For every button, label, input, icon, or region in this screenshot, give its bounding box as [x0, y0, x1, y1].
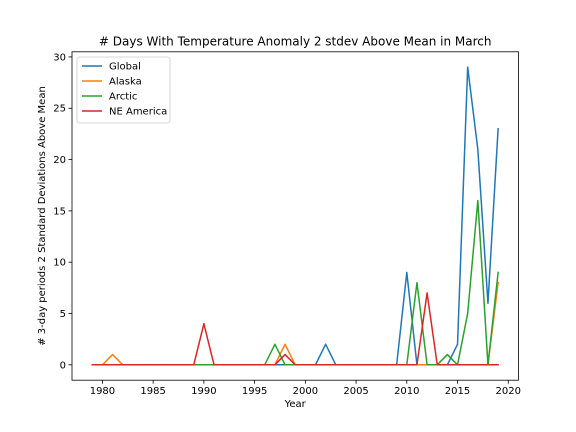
data-point — [162, 364, 164, 366]
data-point — [274, 364, 276, 366]
data-point — [325, 364, 327, 366]
y-tick-label: 15 — [53, 206, 66, 217]
data-point — [254, 364, 256, 366]
data-point — [456, 364, 459, 366]
data-point — [203, 323, 205, 325]
data-point — [477, 148, 479, 150]
y-tick-label: 0 — [60, 360, 66, 371]
data-point — [274, 343, 276, 345]
data-point — [467, 312, 469, 315]
legend-box — [76, 56, 171, 124]
y-tick-label: 30 — [53, 52, 66, 63]
data-point — [284, 343, 286, 345]
data-point — [152, 364, 154, 366]
data-point — [111, 353, 114, 356]
y-tick-label: 5 — [60, 309, 66, 320]
data-point — [365, 364, 367, 366]
data-point — [183, 364, 185, 366]
x-tick-label: 2010 — [394, 386, 419, 397]
x-tick-label: 1980 — [90, 386, 115, 397]
data-point — [497, 128, 499, 130]
data-point — [345, 364, 347, 366]
y-axis-label: # 3-day periods 2 Standard Deviations Ab… — [37, 86, 48, 346]
data-point — [284, 364, 286, 366]
data-point — [101, 364, 104, 366]
data-point — [497, 282, 499, 284]
data-point — [406, 364, 408, 366]
series-points-ne-america — [91, 292, 499, 366]
data-point — [416, 282, 418, 284]
data-point — [243, 364, 246, 366]
data-point — [284, 353, 286, 356]
data-point — [294, 364, 296, 366]
x-tick-label: 2015 — [445, 386, 470, 397]
y-tick-label: 20 — [53, 155, 66, 166]
y-axis: 0 5 10 15 20 25 30 — [53, 52, 72, 371]
data-point — [213, 364, 215, 366]
data-point — [325, 343, 327, 345]
data-point — [446, 353, 448, 356]
legend-label-global: Global — [109, 62, 141, 73]
data-point — [396, 364, 398, 366]
legend-label-alaska: Alaska — [109, 77, 142, 88]
data-point — [456, 343, 459, 345]
data-point — [223, 364, 225, 366]
data-point — [122, 364, 124, 366]
data-point — [477, 364, 479, 366]
data-point — [233, 364, 235, 366]
x-tick-label: 2005 — [343, 386, 368, 397]
data-point — [142, 364, 144, 366]
data-point — [203, 364, 205, 366]
data-point — [467, 364, 469, 366]
data-point — [467, 66, 469, 68]
data-point — [91, 364, 93, 366]
data-point — [497, 271, 499, 274]
data-point — [446, 364, 448, 366]
data-point — [487, 302, 489, 304]
x-axis: 1980 1985 1990 1995 2000 2005 2010 2015 2020 — [90, 380, 521, 397]
data-point — [416, 364, 418, 366]
data-point — [111, 364, 114, 366]
data-point — [335, 364, 337, 366]
data-point — [264, 364, 266, 366]
data-point — [426, 292, 428, 294]
data-point — [477, 200, 479, 202]
data-point — [426, 364, 428, 366]
data-point — [375, 364, 377, 366]
x-tick-label: 2020 — [496, 386, 521, 397]
chart-title: # Days With Temperature Anomaly 2 stdev … — [99, 35, 492, 49]
x-tick-label: 1995 — [242, 386, 267, 397]
y-tick-label: 10 — [53, 258, 66, 269]
data-point — [436, 364, 438, 366]
y-tick-label: 25 — [53, 104, 66, 115]
x-tick-label: 1990 — [191, 386, 216, 397]
x-tick-label: 1985 — [140, 386, 165, 397]
data-point — [132, 364, 134, 366]
data-point — [304, 364, 306, 366]
x-tick-label: 2000 — [293, 386, 318, 397]
series-layer — [91, 66, 499, 366]
data-point — [497, 364, 499, 366]
data-point — [314, 364, 317, 366]
plot-frame — [71, 51, 519, 381]
legend: Global Alaska Arctic NE America — [76, 56, 171, 124]
data-point — [385, 364, 388, 366]
legend-label-ne-america: NE America — [109, 107, 167, 118]
legend-label-arctic: Arctic — [109, 92, 137, 103]
data-point — [406, 271, 408, 274]
x-axis-label: Year — [284, 399, 307, 410]
data-point — [172, 364, 175, 366]
data-point — [193, 364, 195, 366]
data-point — [487, 364, 489, 366]
data-point — [355, 364, 357, 366]
